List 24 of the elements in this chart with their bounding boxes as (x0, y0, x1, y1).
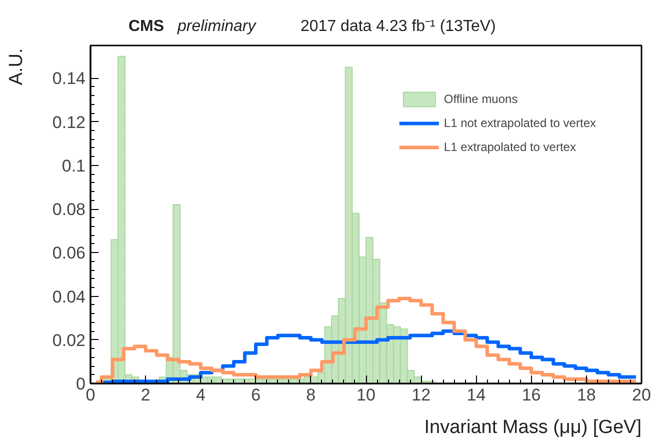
y-tick-label: 0.1 (62, 156, 86, 176)
x-tick-label: 10 (356, 386, 376, 404)
x-tick-label: 12 (412, 386, 431, 404)
x-tick-label: 6 (251, 386, 261, 404)
x-tick-label: 20 (632, 386, 651, 404)
y-tick-label: 0.14 (52, 69, 86, 88)
y-tick-label: 0.12 (52, 112, 86, 132)
legend-label: L1 not extrapolated to vertex (444, 116, 596, 130)
y-tick-label: 0.06 (52, 244, 86, 263)
x-tick-label: 2 (140, 386, 150, 404)
chart-subtitle: 2017 data 4.23 fb⁻¹ (13TeV) (300, 18, 496, 35)
y-tick-label: 0.08 (52, 200, 86, 220)
x-tick-label: 18 (576, 386, 596, 404)
x-tick-label: 16 (522, 386, 541, 404)
y-tick-label: 0.02 (52, 330, 86, 350)
x-tick-label: 8 (306, 386, 316, 404)
legend-label: Offline muons (444, 92, 518, 106)
legend-label: L1 extrapolated to vertex (444, 140, 576, 154)
x-axis-title: Invariant Mass (μμ) [GeV] (424, 417, 642, 438)
x-tick-label: 4 (196, 386, 206, 404)
y-axis-title: A.U. (6, 48, 27, 86)
chart-title: CMS preliminary (128, 18, 257, 35)
y-tick-label: 0.04 (52, 287, 86, 306)
x-tick-label: 14 (466, 386, 486, 404)
